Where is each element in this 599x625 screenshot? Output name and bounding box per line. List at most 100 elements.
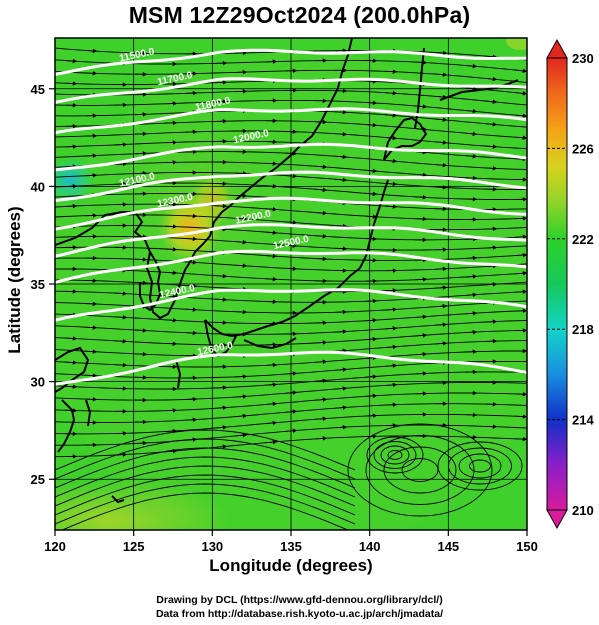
streamline-arrow <box>414 194 428 200</box>
streamline-arrow <box>334 386 348 391</box>
streamline-arrow <box>414 104 428 109</box>
streamline-arrow <box>264 420 278 426</box>
eddy-streamline <box>458 453 502 479</box>
streamline-arrow <box>134 328 148 333</box>
streamline-arrow <box>434 140 448 145</box>
streamline-arrow <box>184 236 198 242</box>
streamline-arrow <box>384 90 398 96</box>
streamline-arrow <box>464 329 478 335</box>
streamline-arrow <box>214 405 228 411</box>
streamline-arrow <box>484 282 498 287</box>
y-tick-label: 40 <box>31 179 45 194</box>
streamline-arrow <box>434 50 448 56</box>
streamline-arrow <box>334 177 348 183</box>
eddy-streamline <box>437 441 523 491</box>
x-tick-label: 120 <box>44 539 66 554</box>
streamline-arrow <box>484 76 498 82</box>
streamline-arrow <box>64 360 78 365</box>
streamline-arrow <box>364 191 378 197</box>
streamline-arrow <box>514 68 527 74</box>
streamline-arrow <box>284 428 298 434</box>
streamline-arrow <box>464 311 478 316</box>
streamline-arrow <box>284 220 298 225</box>
streamline-arrow <box>64 336 78 341</box>
streamline-arrow <box>464 255 478 261</box>
wind-streamlines <box>55 47 527 530</box>
streamline-arrow <box>514 113 527 118</box>
colorbar-tick-label: 222 <box>572 232 594 247</box>
streamline-arrow <box>184 260 198 265</box>
x-axis-ticks: 120 125 130 135 140 145 150 <box>44 530 538 554</box>
x-tick-label: 150 <box>516 539 538 554</box>
height-contours <box>55 48 527 386</box>
colorbar: 210 214 218 222 226 230 <box>546 38 594 530</box>
streamline-south <box>55 483 356 525</box>
streamline-arrow <box>234 216 248 222</box>
streamline-arrow <box>484 144 498 149</box>
streamline-arrow <box>514 252 527 258</box>
streamline-arrow <box>284 266 298 271</box>
streamline-arrow <box>314 397 328 402</box>
streamline-arrow <box>484 99 498 104</box>
streamline-arrow <box>434 341 448 346</box>
streamline-arrow <box>214 444 228 449</box>
streamline-arrow <box>434 72 448 77</box>
streamline-arrow <box>414 371 428 376</box>
colorbar-max-triangle <box>546 38 568 59</box>
streamline-arrow <box>364 168 378 174</box>
streamline-arrow <box>434 285 448 290</box>
streamline-arrow <box>464 292 478 298</box>
streamline-arrow <box>364 355 378 361</box>
height-contour <box>55 288 527 322</box>
streamline-arrow <box>134 280 148 286</box>
streamline-arrow <box>384 382 398 388</box>
eddy-streamline <box>387 450 403 460</box>
streamline-arrow <box>214 425 228 430</box>
streamline-arrow <box>114 339 128 344</box>
colorbar-tick-label: 210 <box>572 503 594 518</box>
streamline-south <box>55 474 356 516</box>
streamline-arrow <box>334 154 348 160</box>
credit-drawing: Drawing by DCL (https://www.gfd-dennou.o… <box>156 594 443 606</box>
x-tick-label: 145 <box>437 539 459 554</box>
streamline-arrow <box>284 173 298 179</box>
streamline-arrow <box>484 263 498 269</box>
streamline-arrow <box>414 314 428 320</box>
height-contour <box>55 196 527 231</box>
streamline-arrow <box>484 54 498 59</box>
streamline-arrow <box>364 318 378 323</box>
streamline-arrow <box>114 315 128 320</box>
y-tick-label: 25 <box>31 472 45 487</box>
eddy-streamline <box>401 458 439 482</box>
height-contour <box>55 107 527 135</box>
streamline-arrow <box>84 349 98 354</box>
streamline-arrow <box>64 183 78 189</box>
streamline-arrow <box>384 113 398 118</box>
streamline-south <box>55 429 356 471</box>
streamline-arrow <box>114 291 128 296</box>
streamline-arrow <box>514 135 527 140</box>
credit-data: Data from http://database.rish.kyoto-u.a… <box>155 608 444 620</box>
streamline-arrow <box>184 417 198 422</box>
streamline-arrow <box>384 326 398 331</box>
streamline-arrow <box>434 185 448 190</box>
streamline-arrow <box>234 432 248 438</box>
streamline-arrow <box>264 230 278 235</box>
streamline-arrow <box>264 401 278 407</box>
streamline-arrow <box>184 283 198 289</box>
streamline-arrow <box>384 363 398 368</box>
streamline-arrow <box>314 164 328 169</box>
x-tick-label: 135 <box>280 539 302 554</box>
streamline-arrow <box>364 393 378 399</box>
streamline-arrow <box>284 409 298 414</box>
streamline-arrow <box>284 390 298 395</box>
colorbar-bar <box>546 57 568 511</box>
streamline-arrow <box>514 271 527 276</box>
streamline-arrow <box>464 153 478 159</box>
streamline-arrow <box>334 425 348 430</box>
streamline-arrow <box>264 183 278 189</box>
streamline-arrow <box>434 94 448 100</box>
streamline-arrow <box>164 428 178 434</box>
x-axis-label: Longitude (degrees) <box>209 556 373 575</box>
colorbar-tick-label: 218 <box>572 322 594 337</box>
